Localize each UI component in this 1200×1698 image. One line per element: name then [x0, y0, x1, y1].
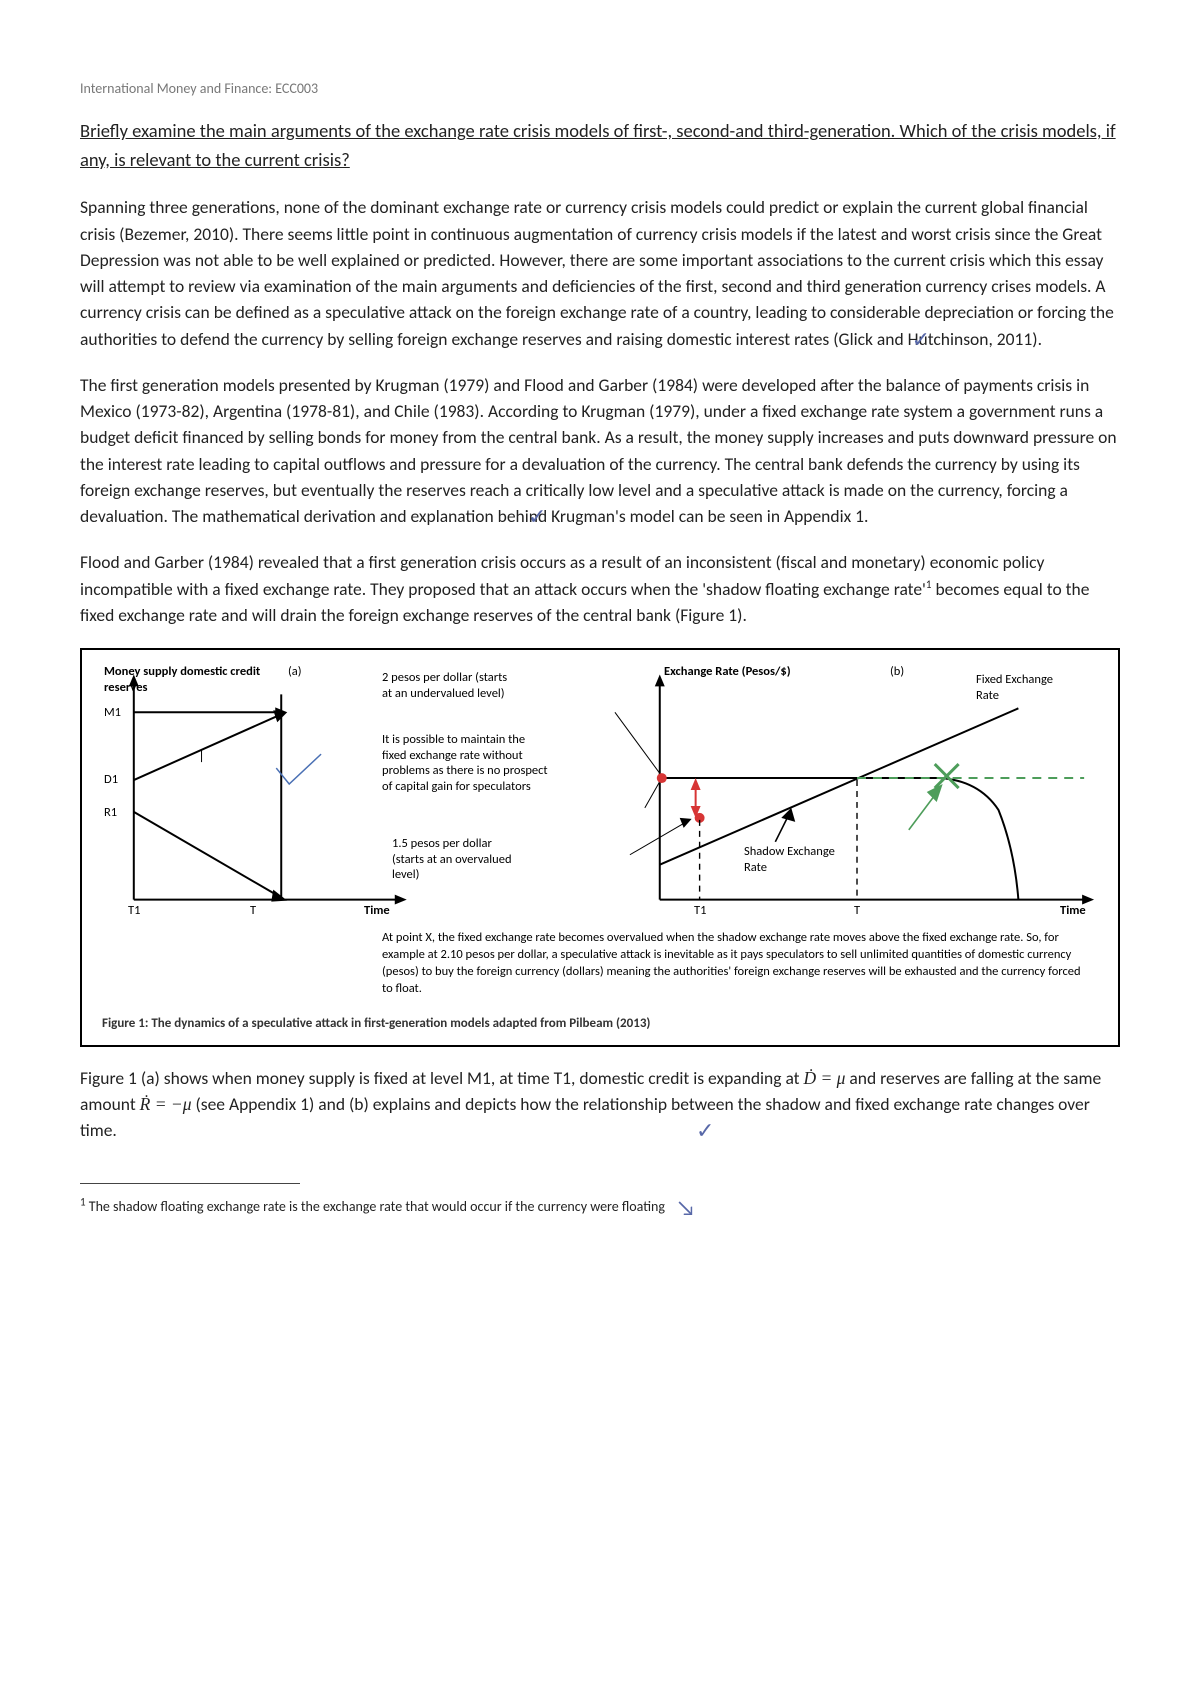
paragraph-4: Figure 1 (a) shows when money supply is …: [80, 1065, 1120, 1144]
footnote-text: The shadow floating exchange rate is the…: [86, 1198, 665, 1215]
label-fixed: Fixed Exchange Rate: [976, 672, 1076, 703]
label-time-a: Time: [364, 903, 390, 919]
panel-a-tag: (a): [288, 664, 302, 680]
footnote-1: 1 The shadow floating exchange rate is t…: [80, 1190, 1120, 1217]
figure-charts-row: Money supply domestic credit reserves (a…: [82, 650, 1118, 930]
label-shadow: Shadow Exchange Rate: [744, 844, 844, 875]
checkmark-icon: ✓: [912, 323, 930, 356]
checkmark-icon: ✓: [696, 1114, 714, 1147]
label-t1-a: T1: [128, 903, 140, 919]
chart-panel-a: Money supply domestic credit reserves (a…: [82, 650, 600, 930]
label-t-a: T: [250, 903, 256, 919]
paragraph-3a-text: Flood and Garber (1984) revealed that a …: [80, 551, 1044, 599]
label-m1: M1: [104, 705, 121, 721]
figure-1-box: Money supply domestic credit reserves (a…: [80, 648, 1120, 1047]
paragraph-1-text: Spanning three generations, none of the …: [80, 196, 1114, 349]
paragraph-2-text: The first generation models presented by…: [80, 374, 1117, 527]
paragraph-2: The first generation models presented by…: [80, 372, 1120, 530]
label-t1-b: T1: [694, 903, 706, 919]
anno-15pesos: 1.5 pesos per dollar (starts at an overv…: [392, 836, 522, 883]
paragraph-4c-text: (see Appendix 1) and (b) explains and de…: [80, 1093, 1090, 1141]
course-header: International Money and Finance: ECC003: [80, 80, 1120, 97]
checkmark-icon: ✓: [528, 500, 546, 533]
label-r1: R1: [104, 805, 117, 821]
figure-caption: Figure 1: The dynamics of a speculative …: [82, 998, 1118, 1045]
label-time-b: Time: [1060, 903, 1086, 919]
footnote-rule: [80, 1183, 300, 1184]
anno-maintain: It is possible to maintain the fixed exc…: [382, 732, 552, 795]
label-t-b: T: [854, 903, 860, 919]
anno-2pesos: 2 pesos per dollar (starts at an underva…: [382, 670, 512, 701]
figure-desc: At point X, the fixed exchange rate beco…: [82, 930, 1118, 998]
chart-panel-b: Exchange Rate (Pesos/$) (b) Fixed Exchan…: [600, 650, 1118, 930]
paragraph-1: Spanning three generations, none of the …: [80, 194, 1120, 352]
essay-title: Briefly examine the main arguments of th…: [80, 117, 1120, 174]
panel-b-title: Exchange Rate (Pesos/$): [664, 664, 791, 680]
panel-a-title: Money supply domestic credit reserves: [104, 664, 294, 695]
paragraph-3: Flood and Garber (1984) revealed that a …: [80, 549, 1120, 628]
eq1: Ḋ = μ: [803, 1068, 845, 1088]
eq2: Ṙ = −μ: [140, 1094, 192, 1114]
panel-b-tag: (b): [890, 664, 904, 680]
document-page: International Money and Finance: ECC003 …: [0, 0, 1200, 1698]
label-d1: D1: [104, 772, 118, 788]
checkmark-icon: ↘: [676, 1194, 695, 1221]
paragraph-4a-text: Figure 1 (a) shows when money supply is …: [80, 1067, 803, 1089]
